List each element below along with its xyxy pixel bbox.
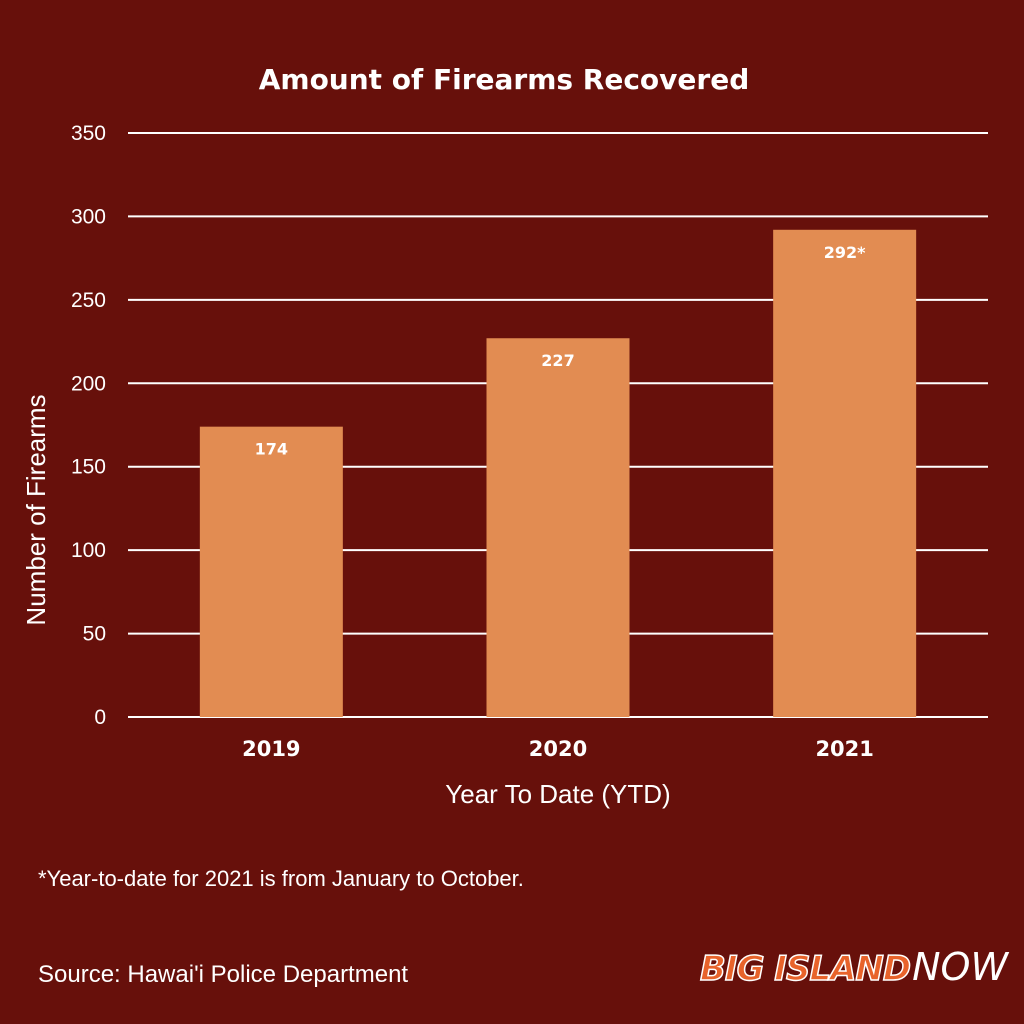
data-label-2019: 174 — [255, 440, 288, 459]
bar-2020 — [486, 338, 630, 717]
x-axis-label: Year To Date (YTD) — [445, 779, 670, 809]
y-tick-label: 100 — [71, 539, 106, 562]
brand-logo: BIG ISLANDNOW — [699, 945, 1009, 989]
bar-2021 — [773, 229, 917, 717]
source-text: Source: Hawai'i Police Department — [38, 961, 409, 988]
x-tick-label: 2019 — [242, 737, 300, 761]
y-axis-label: Number of Firearms — [21, 394, 51, 625]
data-labels: 174 227 292* — [255, 243, 867, 459]
y-axis-ticks: 0 50 100 150 200 250 300 350 — [71, 122, 106, 729]
y-tick-label: 250 — [71, 289, 106, 312]
logo-sub-text: NOW — [912, 945, 1009, 989]
y-tick-label: 0 — [94, 706, 106, 729]
chart-title: Amount of Firearms Recovered — [259, 63, 750, 96]
x-axis-ticks: 2019 2020 2021 — [242, 737, 874, 761]
data-label-2021: 292* — [824, 243, 866, 262]
y-tick-label: 150 — [71, 456, 106, 479]
y-tick-label: 50 — [83, 623, 106, 646]
bar-2019 — [199, 426, 343, 717]
x-tick-label: 2021 — [815, 737, 873, 761]
x-tick-label: 2020 — [529, 737, 587, 761]
chart: Amount of Firearms Recovered 0 50 100 150 20… — [21, 63, 988, 809]
bars — [199, 229, 917, 717]
footnote: *Year-to-date for 2021 is from January t… — [38, 866, 524, 891]
y-tick-label: 300 — [71, 205, 106, 228]
logo-main-text: BIG ISLAND — [699, 949, 912, 989]
y-tick-label: 200 — [71, 372, 106, 395]
data-label-2020: 227 — [541, 351, 574, 370]
y-tick-label: 350 — [71, 122, 106, 145]
